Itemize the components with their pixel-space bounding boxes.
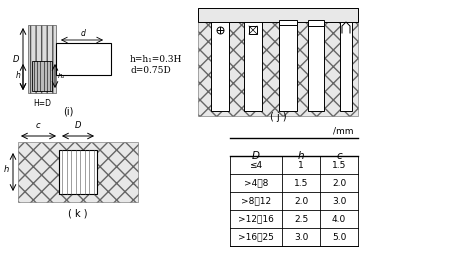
Text: H=D: H=D <box>33 99 51 107</box>
Text: >4～8: >4～8 <box>244 178 268 187</box>
Text: >8～12: >8～12 <box>241 197 271 205</box>
Text: d: d <box>81 29 85 38</box>
Bar <box>56 43 111 75</box>
Text: 2.0: 2.0 <box>294 197 308 205</box>
Text: 3.0: 3.0 <box>332 197 346 205</box>
Text: 2.5: 2.5 <box>294 214 308 224</box>
Text: D: D <box>13 55 19 63</box>
Text: 4.0: 4.0 <box>332 214 346 224</box>
Text: c: c <box>35 121 40 130</box>
Text: >12～16: >12～16 <box>238 214 274 224</box>
Text: (i): (i) <box>63 107 73 117</box>
Text: ≤4: ≤4 <box>249 160 263 170</box>
Text: h: h <box>16 72 20 80</box>
Text: h: h <box>3 165 9 174</box>
Text: ( j ): ( j ) <box>270 112 286 122</box>
Text: h₁: h₁ <box>57 73 65 79</box>
Bar <box>279 20 297 111</box>
Bar <box>279 20 297 25</box>
Text: D: D <box>75 121 81 130</box>
Text: h: h <box>298 151 304 161</box>
Bar <box>198 8 358 22</box>
Text: c: c <box>336 151 342 161</box>
Text: D: D <box>252 151 260 161</box>
Bar <box>308 20 324 111</box>
Text: 1.5: 1.5 <box>332 160 346 170</box>
Text: 2.0: 2.0 <box>332 178 346 187</box>
Bar <box>28 25 56 93</box>
Bar <box>340 20 352 111</box>
Bar <box>59 150 97 194</box>
Bar <box>249 26 257 34</box>
Bar <box>32 61 52 91</box>
Text: /mm: /mm <box>332 126 353 135</box>
Text: ( k ): ( k ) <box>68 208 88 218</box>
Bar <box>198 8 358 22</box>
Bar <box>211 20 229 111</box>
Bar <box>244 20 262 111</box>
Text: >16～25: >16～25 <box>238 232 274 241</box>
Text: 3.0: 3.0 <box>294 232 308 241</box>
Text: h=h₁=0.3H
d=0.75D: h=h₁=0.3H d=0.75D <box>130 55 183 75</box>
Text: 1: 1 <box>298 160 304 170</box>
Text: 5.0: 5.0 <box>332 232 346 241</box>
Bar <box>308 20 324 26</box>
Bar <box>18 142 138 202</box>
Bar <box>198 8 358 116</box>
Text: 1.5: 1.5 <box>294 178 308 187</box>
